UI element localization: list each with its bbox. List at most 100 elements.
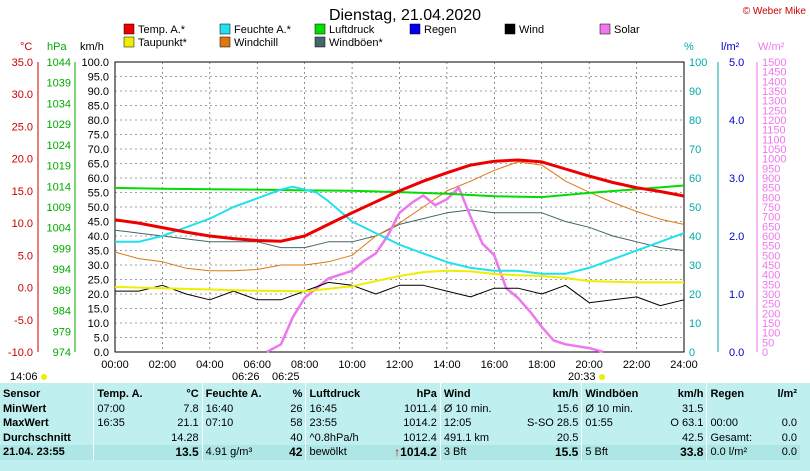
legend-label: Solar xyxy=(614,24,640,36)
solar-tick: 950 xyxy=(762,163,780,175)
table-row-average: Durchschnitt 14.28 40 ^0.8hPa/h 1012.4 4… xyxy=(0,430,800,445)
cell: 07:00 xyxy=(93,401,160,416)
humidity-tick: 0 xyxy=(689,347,695,359)
cell xyxy=(93,445,160,460)
wind-tick: 0.0 xyxy=(94,347,109,359)
pressure-tick: 974 xyxy=(53,347,71,359)
time-tick: 22:00 xyxy=(623,359,651,371)
humidity-tick: 30 xyxy=(689,260,701,272)
temp-tick: 25.0 xyxy=(12,121,33,133)
cell: Ø 10 min. xyxy=(581,401,658,416)
cell: ^0.8hPa/h xyxy=(305,430,379,445)
legend-swatch xyxy=(123,36,135,48)
humidity-tick: 40 xyxy=(689,231,701,243)
solar-tick: 150 xyxy=(762,318,780,330)
grid xyxy=(115,62,684,352)
cell: 491.1 km xyxy=(439,430,509,445)
pressure-tick: 999 xyxy=(53,243,71,255)
pressure-tick: 1009 xyxy=(47,202,71,214)
time-tick: 10:00 xyxy=(338,359,366,371)
solar-tick: 900 xyxy=(762,173,780,185)
pressure-tick: 979 xyxy=(53,326,71,338)
cell xyxy=(706,401,768,416)
table-row-max: MaxWert 16:35 21.1 07:10 58 23:55 1014.2… xyxy=(0,416,800,431)
cell: 5 Bft xyxy=(581,445,658,460)
sunrise-label: 06:25 xyxy=(272,371,300,380)
cell: 0.0 l/m² xyxy=(706,445,768,460)
series-line-temp-a xyxy=(114,158,685,243)
legend-swatch xyxy=(219,36,231,48)
temp-tick: -10.0 xyxy=(8,347,33,359)
current-pressure-cell: ↑1014.2 xyxy=(378,445,441,460)
cell xyxy=(581,430,658,445)
time-tick: 14:00 xyxy=(433,359,461,371)
wind-tick: 40.0 xyxy=(88,231,109,243)
col-temp-unit: °C xyxy=(186,388,199,401)
humidity-tick: 100 xyxy=(689,57,707,69)
cell: Gesamt: xyxy=(706,430,768,445)
solar-tick: 200 xyxy=(762,308,780,320)
col-pressure-unit: hPa xyxy=(416,388,437,401)
pressure-axis-header: hPa xyxy=(47,41,67,53)
cell: 40 xyxy=(290,431,303,444)
time-tick: 06:00 xyxy=(243,359,271,371)
cell: 00:00 xyxy=(706,416,768,431)
cell: Ø 10 min. xyxy=(439,401,509,416)
cell: 01:55 xyxy=(581,416,658,431)
cell: 33.8 xyxy=(657,445,707,460)
cell: 1014.2 xyxy=(403,417,437,430)
legend-label: Windchill xyxy=(234,37,278,49)
time-tick: 20:00 xyxy=(575,359,603,371)
cell: 07:10 xyxy=(201,416,281,431)
sun-icon xyxy=(41,374,47,380)
wind-tick: 95.0 xyxy=(88,72,109,84)
cell: 15.6 xyxy=(556,402,579,415)
cell: 23:55 xyxy=(305,416,379,431)
pressure-tick: 1034 xyxy=(47,98,71,110)
pressure-tick: 1029 xyxy=(47,119,71,131)
wind-tick: 100.0 xyxy=(81,57,109,69)
row-label: Durchschnitt xyxy=(3,431,71,444)
sun-icon xyxy=(599,374,605,380)
solar-tick: 1100 xyxy=(762,134,786,146)
humidity-tick: 80 xyxy=(689,115,701,127)
legend: Temp. A.* Feuchte A.* Luftdruck Regen Wind So… xyxy=(123,23,640,49)
sunset-label: 20:33 xyxy=(568,371,596,380)
humidity-tick: 20 xyxy=(689,289,701,301)
solar-tick: 250 xyxy=(762,299,780,311)
pressure-tick: 1004 xyxy=(47,223,71,235)
cell: 0.0 xyxy=(781,417,797,430)
cell: 42 xyxy=(280,445,306,460)
table-row-current: 21.04. 23:55 13.5 4.91 g/m³ 42 bewölkt ↑… xyxy=(0,445,800,460)
cell: 1012.4 xyxy=(403,431,437,444)
wind-tick: 60.0 xyxy=(88,173,109,185)
cell: 4.91 g/m³ xyxy=(201,445,281,460)
cell: 16:45 xyxy=(305,401,379,416)
rain-tick: 2.0 xyxy=(729,231,744,243)
legend-swatch xyxy=(409,23,421,35)
legend-swatch xyxy=(219,23,231,35)
solar-tick: 650 xyxy=(762,221,780,233)
temp-tick: 0.0 xyxy=(18,283,33,295)
series-lines xyxy=(114,158,685,354)
current-time-label: 14:06 xyxy=(10,371,38,380)
solar-tick: 1400 xyxy=(762,76,786,88)
series-line-solar xyxy=(266,186,604,354)
temp-axis-header: °C xyxy=(20,41,32,53)
solar-tick: 1350 xyxy=(762,86,786,98)
cell: 14.28 xyxy=(171,431,199,444)
col-temp: Temp. A. xyxy=(93,383,160,402)
series-line-windb-en xyxy=(114,209,685,251)
temp-tick: 35.0 xyxy=(12,57,33,69)
pressure-tick: 1024 xyxy=(47,140,71,152)
cell: 0.0 xyxy=(781,431,797,444)
pressure-tick: 1019 xyxy=(47,161,71,173)
solar-tick: 0 xyxy=(762,347,768,359)
solar-tick: 1200 xyxy=(762,115,786,127)
legend-label: Windböen* xyxy=(329,37,384,49)
series-line-feuchte-a xyxy=(115,185,685,275)
temp-tick: 5.0 xyxy=(18,250,33,262)
solar-tick: 1300 xyxy=(762,96,786,108)
pressure-tick: 1039 xyxy=(47,78,71,90)
col-pressure: Luftdruck xyxy=(305,383,379,402)
